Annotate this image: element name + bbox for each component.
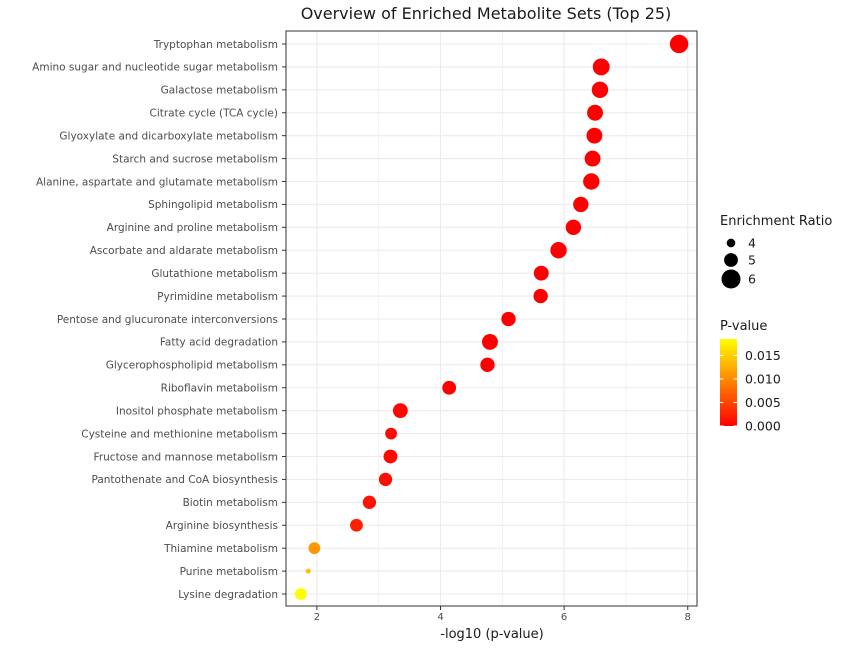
category-label: Citrate cycle (TCA cycle) — [150, 108, 279, 120]
data-point — [583, 173, 600, 190]
colorbar-label: 0.010 — [745, 371, 781, 386]
x-tick-label: 2 — [314, 612, 320, 623]
data-point — [584, 150, 601, 167]
grid-layer — [286, 31, 697, 606]
colorbar-label: 0.015 — [745, 348, 781, 363]
data-point — [550, 242, 567, 259]
category-label: Arginine and proline metabolism — [107, 222, 278, 234]
data-point — [392, 403, 408, 419]
category-label: Glycerophospholipid metabolism — [106, 360, 278, 372]
size-legend-key — [726, 238, 736, 248]
data-point — [586, 127, 603, 144]
category-label: Starch and sucrose metabolism — [112, 153, 278, 165]
data-point — [308, 542, 321, 555]
x-tick-label: 4 — [437, 612, 443, 623]
data-point — [442, 380, 457, 395]
data-point — [501, 311, 516, 327]
category-label: Sphingolipid metabolism — [148, 199, 278, 211]
category-label: Galactose metabolism — [161, 85, 278, 97]
colorbar-label: 0.005 — [745, 395, 781, 410]
category-label: Purine metabolism — [180, 566, 278, 578]
data-point — [592, 58, 610, 76]
category-label: Ascorbate and aldarate metabolism — [90, 245, 278, 257]
size-legend-key — [721, 269, 741, 289]
category-label: Riboflavin metabolism — [161, 383, 278, 395]
plot-panel-border — [285, 30, 698, 607]
chart-title: Overview of Enriched Metabolite Sets (To… — [301, 4, 672, 23]
category-label: Amino sugar and nucleotide sugar metabol… — [32, 62, 278, 74]
size-legend-key — [724, 253, 738, 267]
x-axis-title: -log10 (p-value) — [440, 627, 543, 642]
category-label: Biotin metabolism — [183, 497, 278, 509]
data-point — [383, 449, 398, 464]
data-point — [587, 104, 603, 121]
category-label: Inositol phosphate metabolism — [116, 405, 278, 417]
category-labels: Tryptophan metabolism Amino sugar and nuc… — [32, 39, 286, 601]
category-label: Fatty acid degradation — [160, 337, 278, 349]
category-label: Pyrimidine metabolism — [157, 291, 278, 303]
size-legend-label: 4 — [748, 236, 756, 251]
x-tick-label: 6 — [561, 612, 567, 623]
category-label: Cysteine and methionine metabolism — [81, 428, 278, 440]
data-point — [385, 427, 397, 440]
size-legend-label: 6 — [748, 272, 756, 287]
category-label: Tryptophan metabolism — [153, 39, 278, 51]
data-point — [480, 357, 495, 373]
color-legend-title: P-value — [720, 319, 767, 334]
points-layer — [294, 34, 689, 600]
x-tick-label: 8 — [685, 612, 691, 623]
x-axis-ticks: 2 4 6 8 — [314, 606, 691, 623]
data-point — [362, 495, 377, 509]
category-label: Glyoxylate and dicarboxylate metabolism — [59, 130, 278, 142]
data-point — [533, 288, 548, 304]
category-label: Lysine degradation — [178, 589, 278, 601]
category-label: Pantothenate and CoA biosynthesis — [91, 474, 278, 486]
p-value-colorbar — [720, 339, 737, 426]
data-point — [591, 81, 609, 99]
data-point — [573, 196, 589, 213]
color-legend: P-value 0.015 0.010 0.005 0.000 — [720, 319, 781, 434]
data-point — [565, 219, 582, 236]
data-point — [669, 34, 689, 54]
category-label: Glutathione metabolism — [151, 268, 278, 280]
data-point — [533, 265, 549, 281]
colorbar-label: 0.000 — [745, 419, 781, 434]
category-label: Pentose and glucuronate interconversions — [57, 314, 278, 326]
size-legend: Enrichment Ratio 4 5 6 — [720, 214, 832, 289]
data-point — [378, 472, 393, 487]
category-label: Alanine, aspartate and glutamate metabol… — [36, 176, 278, 188]
category-label: Thiamine metabolism — [163, 543, 278, 555]
data-point — [294, 588, 307, 600]
size-legend-label: 5 — [748, 253, 756, 268]
data-point — [305, 568, 311, 574]
size-legend-title: Enrichment Ratio — [720, 214, 832, 229]
category-label: Fructose and mannose metabolism — [94, 451, 278, 463]
data-point — [350, 518, 363, 532]
data-point — [482, 333, 498, 350]
category-label: Arginine biosynthesis — [166, 520, 278, 532]
